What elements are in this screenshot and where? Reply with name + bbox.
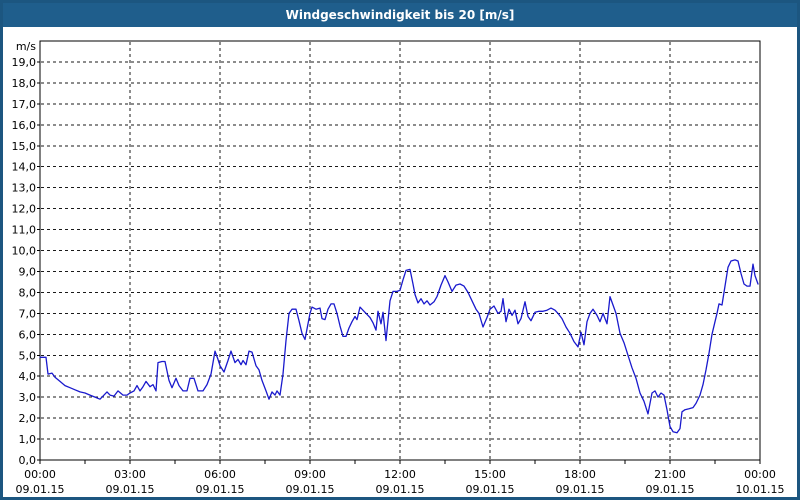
wind-speed-chart: 0,0 1,0 2,0 3,0 4,0 5,0 6,0 7,0 8,0 9,0 10,0 11,0 12… [12, 40, 785, 496]
y-tick-label: 0,0 [19, 454, 37, 467]
y-tick-label: 1,0 [19, 433, 37, 446]
window-titlebar: Windgeschwindigkeit bis 20 [m/s] [3, 3, 797, 27]
x-tick-time-label: 00:00 [24, 468, 56, 481]
y-tick-label: 15,0 [12, 140, 37, 153]
y-tick-label: 3,0 [19, 391, 37, 404]
x-tick-date-label: 09.01.15 [466, 483, 515, 496]
y-tick-label: 10,0 [12, 245, 37, 258]
y-tick-label: 8,0 [19, 286, 37, 299]
y-tick-label: 6,0 [19, 328, 37, 341]
y-axis-unit-label: m/s [16, 40, 36, 53]
chart-area: 0,0 1,0 2,0 3,0 4,0 5,0 6,0 7,0 8,0 9,0 10,0 11,0 12… [3, 27, 797, 497]
x-tick-date-label: 09.01.15 [376, 483, 425, 496]
y-tick-label: 18,0 [12, 77, 37, 90]
x-tick-time-label: 21:00 [654, 468, 686, 481]
x-tick-date-label: 09.01.15 [196, 483, 245, 496]
x-tick-date-label: 09.01.15 [556, 483, 605, 496]
x-tick-time-label: 03:00 [114, 468, 146, 481]
y-tick-label: 9,0 [19, 265, 37, 278]
y-tick-label: 19,0 [12, 56, 37, 69]
wind-speed-line [39, 259, 759, 434]
x-tick-date-label: 09.01.15 [646, 483, 695, 496]
y-tick-label: 7,0 [19, 307, 37, 320]
x-tick-time-label: 18:00 [564, 468, 596, 481]
y-tick-label: 5,0 [19, 349, 37, 362]
y-tick-label: 12,0 [12, 203, 37, 216]
x-tick-date-label: 10.01.15 [736, 483, 785, 496]
y-tick-label: 13,0 [12, 182, 37, 195]
y-tick-label: 17,0 [12, 98, 37, 111]
y-tick-label: 11,0 [12, 224, 37, 237]
x-tick-date-label: 09.01.15 [16, 483, 65, 496]
x-tick-time-label: 12:00 [384, 468, 416, 481]
y-tick-label: 16,0 [12, 119, 37, 132]
y-tick-label: 14,0 [12, 161, 37, 174]
x-tick-time-label: 06:00 [204, 468, 236, 481]
x-tick-time-label: 15:00 [474, 468, 506, 481]
x-tick-date-label: 09.01.15 [286, 483, 335, 496]
x-tick-date-label: 09.01.15 [106, 483, 155, 496]
window-title: Windgeschwindigkeit bis 20 [m/s] [285, 8, 515, 22]
x-tick-time-label: 00:00 [744, 468, 776, 481]
y-tick-label: 2,0 [19, 412, 37, 425]
x-tick-time-label: 09:00 [294, 468, 326, 481]
y-tick-label: 4,0 [19, 370, 37, 383]
